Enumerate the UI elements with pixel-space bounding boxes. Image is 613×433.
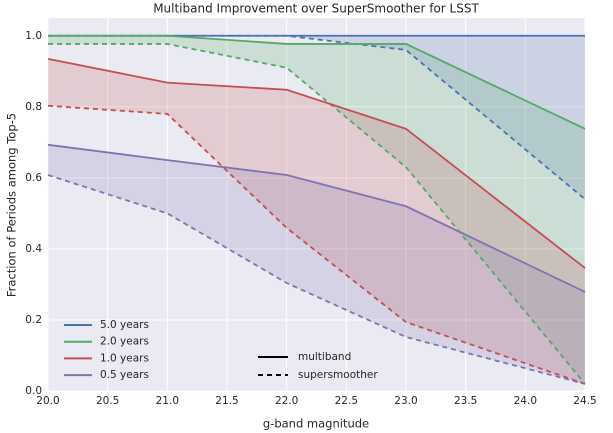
band-fill <box>48 144 585 384</box>
line <box>48 34 586 130</box>
dashed-line <box>48 43 586 385</box>
y-tick-label: 0.0 <box>25 385 42 397</box>
x-tick-label: 21.5 <box>215 395 238 407</box>
x-tick-label: 23.5 <box>454 395 477 407</box>
x-tick-label: 22.0 <box>275 395 298 407</box>
x-tick-label: 20.0 <box>36 395 59 407</box>
x-tick-label: 22.5 <box>335 395 358 407</box>
dashed-line <box>47 104 586 385</box>
x-tick-label: 23.0 <box>394 395 417 407</box>
y-axis-label: Fraction of Periods among Top-5 <box>5 113 19 297</box>
legend-label: 5.0 years <box>100 319 149 331</box>
legend-label: 1.0 years <box>100 352 149 364</box>
y-tick-label: 0.4 <box>25 243 42 255</box>
chart-title: Multiband Improvement over SuperSmoother… <box>153 2 479 16</box>
y-tick-label: 0.6 <box>25 172 42 184</box>
band-fill <box>48 58 585 384</box>
line <box>47 143 586 293</box>
x-axis-label: g-band magnitude <box>263 417 369 431</box>
y-tick-label: 0.8 <box>25 101 42 113</box>
band-fill <box>48 35 585 200</box>
legend-label: multiband <box>298 351 351 363</box>
legend-label: supersmoother <box>298 369 378 381</box>
band-fill <box>48 35 585 384</box>
dashed-line <box>47 174 586 385</box>
y-tick-label: 0.2 <box>25 314 42 326</box>
x-tick-label: 20.5 <box>96 395 119 407</box>
x-tick-label: 24.0 <box>514 395 537 407</box>
legend-label: 0.5 years <box>100 369 149 381</box>
x-tick-label: 21.0 <box>156 395 179 407</box>
y-tick-label: 1.0 <box>25 30 42 42</box>
legend-label: 2.0 years <box>100 336 149 348</box>
x-tick-label: 24.5 <box>573 395 596 407</box>
line <box>47 57 586 269</box>
